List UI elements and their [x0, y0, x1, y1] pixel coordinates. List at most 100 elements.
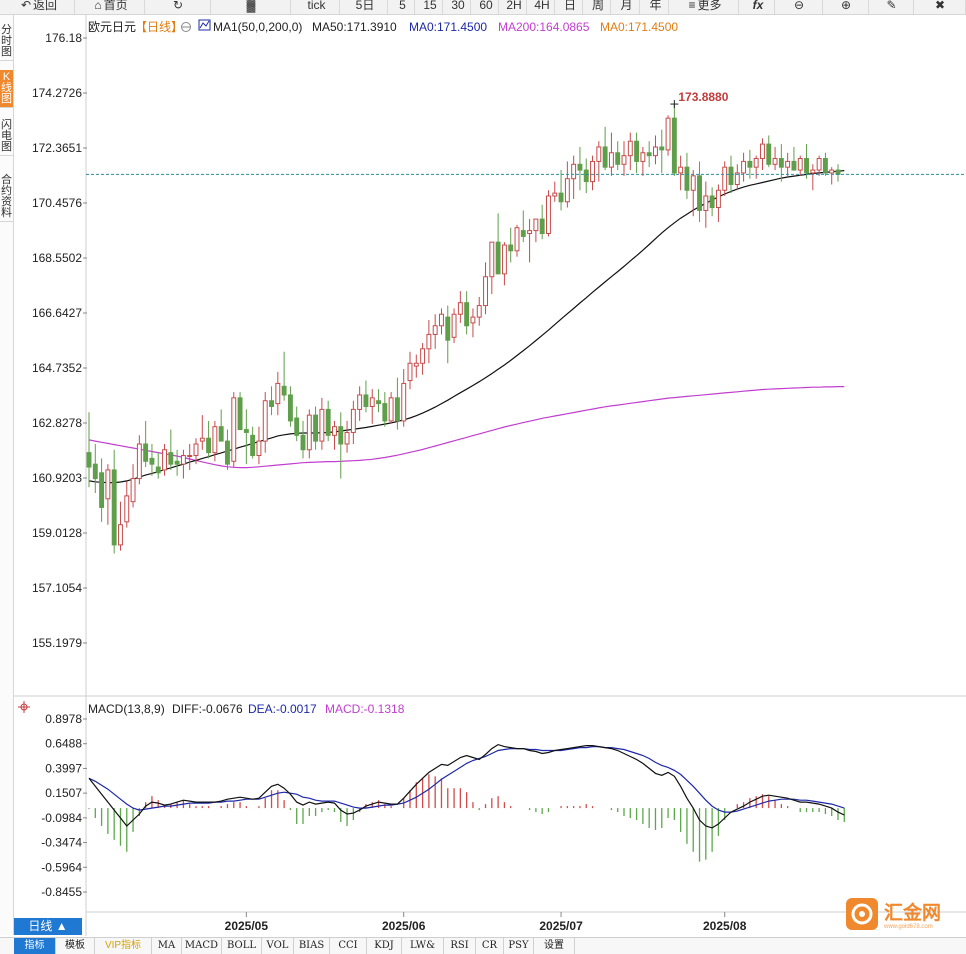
- candle-body: [608, 152, 614, 168]
- candle: [338, 412, 344, 479]
- toolbar-label: 首页: [103, 0, 128, 12]
- toolbar-button-20[interactable]: ✎: [872, 0, 914, 14]
- toolbar-button-7[interactable]: 15: [418, 0, 443, 14]
- candle-body: [231, 397, 237, 462]
- candle: [193, 438, 199, 465]
- price-tick-label: 168.5502: [32, 251, 82, 265]
- diff-polyline: [88, 743, 845, 829]
- toolbar-label: 4H: [534, 0, 550, 12]
- toolbar-button-11[interactable]: 4H: [530, 0, 555, 14]
- toolbar-button-4[interactable]: tick: [294, 0, 340, 14]
- ma-settings-icon[interactable]: [181, 22, 191, 32]
- sidebar-tab-label: 合约资料: [1, 174, 12, 219]
- toolbar-button-3[interactable]: ▓: [214, 0, 291, 14]
- candle: [250, 426, 256, 459]
- toolbar-label: 2H: [506, 0, 522, 12]
- indicator-tab-14[interactable]: 设置: [534, 938, 575, 954]
- indicator-tab-7[interactable]: BIAS: [294, 938, 330, 954]
- candle: [313, 406, 319, 450]
- toolbar-button-2[interactable]: ↻: [148, 0, 211, 14]
- indicator-tab-8[interactable]: CCI: [330, 938, 367, 954]
- candle: [627, 132, 633, 171]
- toolbar-button-17[interactable]: fx: [742, 0, 775, 14]
- candle: [791, 146, 797, 171]
- indicator-tab-4[interactable]: MACD: [182, 938, 222, 954]
- macd-settings-icon[interactable]: [18, 701, 30, 713]
- x-axis: 2025/05 2025/06 2025/07 2025/08: [225, 912, 747, 933]
- candle: [86, 412, 92, 488]
- draw-pen-icon: ✎: [886, 0, 897, 12]
- indicator-tab-6[interactable]: VOL: [262, 938, 294, 954]
- toolbar-button-5[interactable]: 5日: [343, 0, 388, 14]
- price-tick-label: 162.8278: [32, 416, 82, 430]
- candle-body: [671, 117, 677, 174]
- candle: [829, 167, 835, 185]
- indicator-tab-9[interactable]: KDJ: [367, 938, 402, 954]
- indicator-tab-12[interactable]: CR: [476, 938, 504, 954]
- candle: [350, 400, 356, 444]
- candle-body: [193, 443, 199, 457]
- toolbar-button-14[interactable]: 月: [614, 0, 640, 14]
- indicator-tab-0[interactable]: 指标: [14, 938, 56, 954]
- toolbar: ↶ 返回 ⌂ 首页 ↻ ▓ tick 5日 5 15 30 60 2H 4H 日周月年 ≡ 更多 fx ⊖ ⊕ ✎ ✖: [0, 0, 966, 15]
- price-tick-label: 176.18: [45, 31, 82, 45]
- sidebar-tab-1[interactable]: K线图: [0, 70, 13, 108]
- toolbar-button-12[interactable]: 日: [558, 0, 583, 14]
- candle: [734, 164, 740, 191]
- refresh-icon: ↻: [172, 0, 184, 12]
- toolbar-button-6[interactable]: 5: [391, 0, 415, 14]
- candle: [678, 155, 684, 191]
- candle-body: [791, 160, 797, 171]
- indicator-tab-13[interactable]: PSY: [504, 938, 534, 954]
- candle-body: [426, 333, 432, 350]
- indicator-tab-1[interactable]: 模板: [56, 938, 95, 954]
- toolbar-button-15[interactable]: 年: [643, 0, 669, 14]
- candle-body: [514, 227, 520, 252]
- toolbar-button-10[interactable]: 2H: [502, 0, 527, 14]
- candle-body: [659, 146, 665, 151]
- period-selector-button[interactable]: 日线 ▲: [14, 918, 82, 935]
- candle-body: [678, 166, 684, 174]
- indicator-tab-5[interactable]: BOLL: [222, 938, 262, 954]
- sidebar-tab-3[interactable]: 合约资料: [0, 173, 13, 222]
- candle: [464, 291, 470, 335]
- main-chart-area: [14, 15, 966, 695]
- toolbar-button-18[interactable]: ⊖: [778, 0, 823, 14]
- toolbar-button-8[interactable]: 30: [446, 0, 471, 14]
- indicator-tab-3[interactable]: MA: [152, 938, 182, 954]
- candle: [319, 397, 325, 450]
- macd-tick-label: 0.3997: [45, 761, 82, 775]
- candle-body: [155, 466, 161, 474]
- candle-body: [621, 155, 627, 165]
- candlesticks: [86, 104, 841, 554]
- toolbar-button-16[interactable]: ≡ 更多: [672, 0, 739, 14]
- candle-body: [319, 408, 325, 442]
- candle-body: [483, 276, 488, 307]
- toolbar-button-1[interactable]: ⌂ 首页: [78, 0, 145, 14]
- toolbar-button-0[interactable]: ↶ 返回: [4, 0, 75, 14]
- candle-body: [527, 230, 533, 234]
- sidebar-tab-2[interactable]: 闪电图: [0, 118, 13, 156]
- toolbar-button-13[interactable]: 周: [586, 0, 611, 14]
- indicator-tab-10[interactable]: LW&: [402, 938, 444, 954]
- close-icon: ✖: [934, 0, 946, 12]
- candle: [149, 443, 155, 476]
- indicator-tab-bar: 指标 模板 VIP指标 MA MACD BOLL VOL BIAS CCI KDJ LW& RSI CR…: [0, 937, 966, 954]
- macd-y-axis: 0.8978 0.6488 0.3997 0.1507 -0.0984 -0.3474 -0…: [41, 712, 87, 899]
- candle: [445, 305, 451, 364]
- candle-body: [168, 452, 174, 465]
- toolbar-button-9[interactable]: 60: [474, 0, 499, 14]
- toolbar-label: 日: [563, 0, 576, 12]
- candle-body: [816, 158, 822, 171]
- price-tick-label: 166.6427: [32, 306, 82, 320]
- toolbar-button-19[interactable]: ⊕: [826, 0, 869, 14]
- indicator-tab-2[interactable]: VIP指标: [95, 938, 152, 954]
- candle: [294, 406, 300, 442]
- ma50-value: MA50:171.3910: [312, 20, 397, 34]
- candle: [810, 164, 816, 191]
- macd-tick-label: -0.3474: [41, 836, 82, 850]
- sidebar-tab-0[interactable]: 分时图: [0, 23, 13, 61]
- sidebar-tab-label: 分时图: [1, 24, 12, 58]
- indicator-tab-11[interactable]: RSI: [444, 938, 476, 954]
